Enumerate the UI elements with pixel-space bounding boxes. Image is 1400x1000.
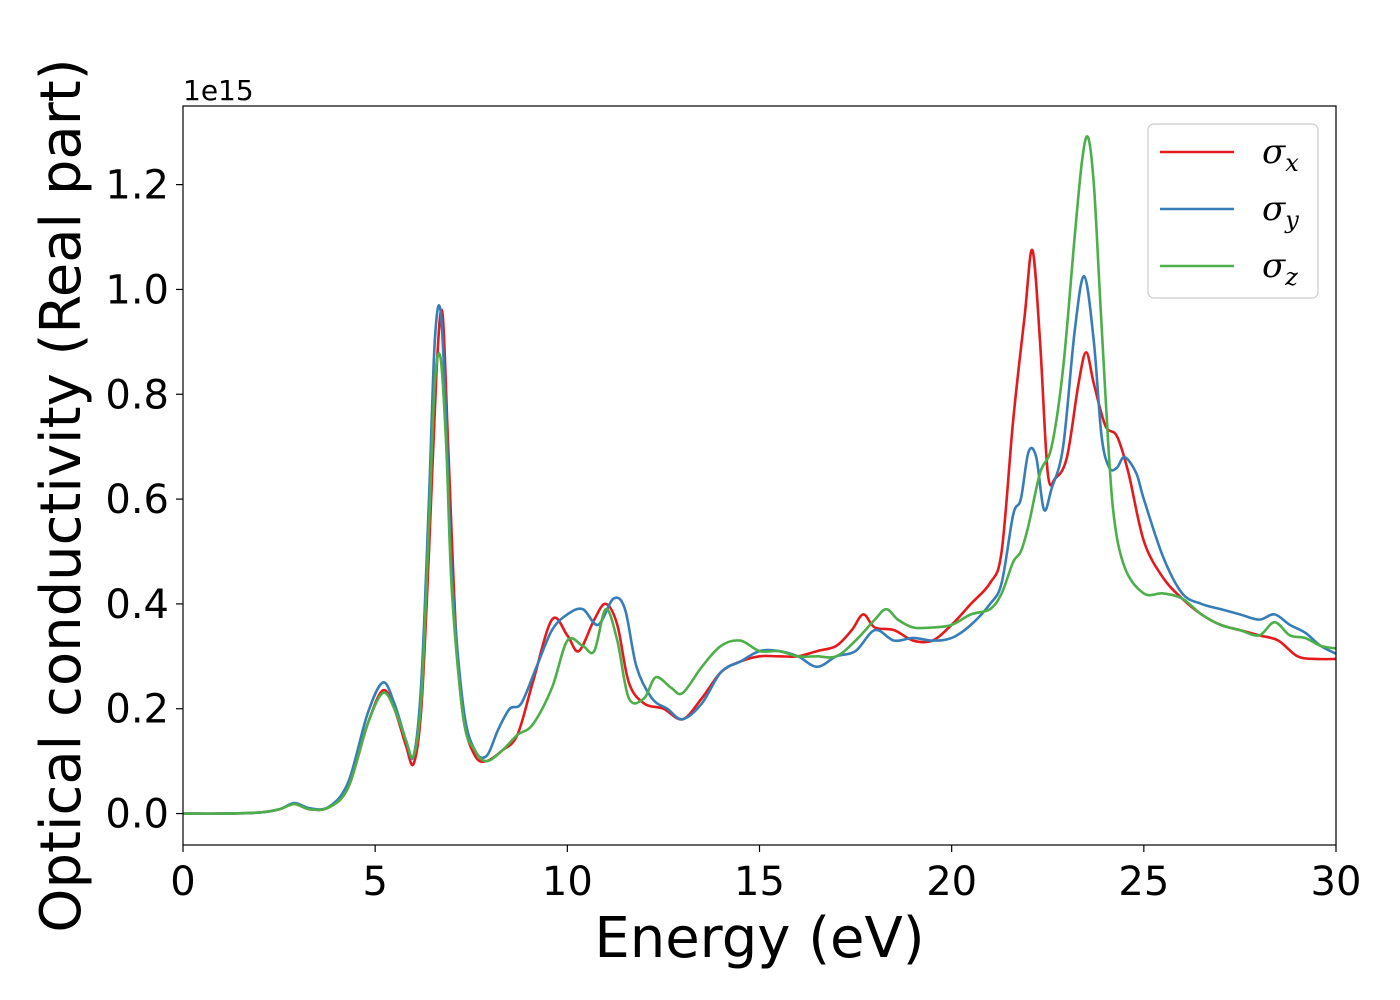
y-tick-label: 0.4 [105, 582, 169, 628]
y-axis-label: Optical conductivity (Real part) [29, 58, 94, 932]
x-axis-label: Energy (eV) [594, 906, 924, 971]
x-tick-label: 0 [170, 859, 195, 905]
legend-box [1147, 123, 1319, 299]
x-tick-label: 10 [542, 859, 593, 905]
x-tick-label: 5 [362, 859, 387, 905]
x-tick-label: 30 [1311, 859, 1362, 905]
x-tick-label: 25 [1118, 859, 1169, 905]
y-tick-label: 0.8 [105, 372, 169, 418]
legend-label-sigma-x: σx [1262, 132, 1299, 177]
y-offset-label: 1e15 [183, 74, 254, 107]
legend-label-sigma-z: σz [1262, 246, 1298, 291]
y-tick-label: 1.0 [105, 267, 169, 313]
series-line-sigma-z [182, 135, 1337, 815]
y-tick-label: 0.0 [105, 792, 169, 838]
x-tick-label: 20 [926, 859, 977, 905]
y-tick-label: 0.6 [105, 477, 169, 523]
series-layer [182, 135, 1337, 815]
y-tick-label: 1.2 [105, 163, 169, 209]
legend-label-sigma-y: σy [1262, 189, 1299, 234]
legend: σx σy σz [1147, 123, 1319, 299]
y-tick-label: 0.2 [105, 687, 169, 733]
y-axis: 0.0 0.2 0.4 0.6 0.8 1.0 1.2 [105, 163, 183, 838]
x-axis: 0 5 10 15 20 25 30 [170, 845, 1361, 905]
x-tick-label: 15 [734, 859, 785, 905]
